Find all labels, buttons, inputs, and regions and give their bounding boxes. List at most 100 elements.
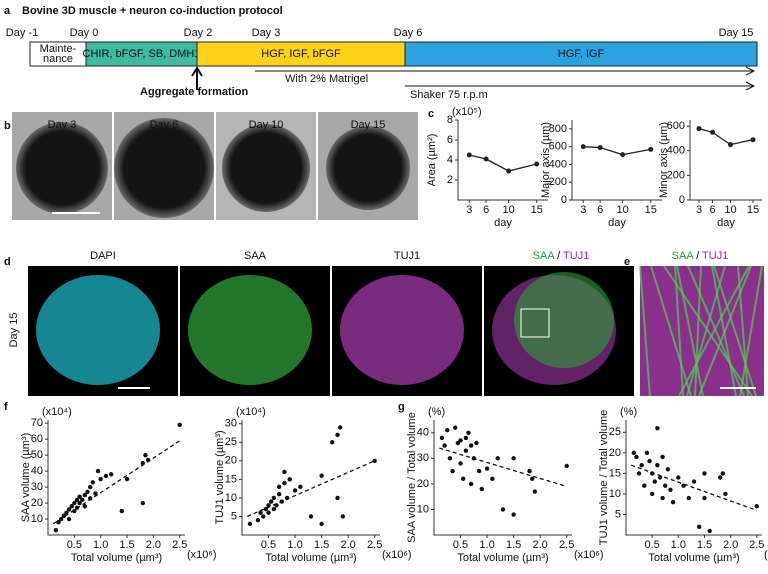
spheroid: [114, 118, 214, 218]
x-tick-label: 2.0: [723, 539, 738, 551]
y-tick-label: 4: [447, 154, 453, 166]
annotation: With 2% Matrigel: [285, 73, 368, 85]
fiber: [739, 265, 763, 397]
point: [663, 483, 668, 488]
point: [87, 484, 93, 490]
point: [109, 472, 114, 477]
fiber: [713, 265, 757, 397]
x-tick-label: 2.0: [533, 539, 548, 551]
fiber: [674, 265, 684, 397]
point: [463, 435, 469, 441]
channel-label: TUJ1: [563, 250, 589, 262]
channel-label: TUJ1: [702, 250, 728, 262]
x-axis-label: Total volume (µm³): [71, 552, 162, 564]
channel-label: /: [554, 250, 563, 262]
point: [276, 491, 282, 497]
y-tick-label: 20: [225, 455, 237, 467]
arrow: [191, 66, 203, 90]
x-tick-label: 2.5: [749, 539, 764, 551]
x-tick-label: 10: [617, 204, 629, 216]
tissue: [36, 275, 160, 385]
y-tick-label: 400: [549, 158, 567, 170]
point: [639, 462, 644, 468]
point: [340, 514, 346, 519]
point: [143, 452, 148, 458]
x-axis-label: day: [494, 217, 512, 229]
axis-note: (x10⁶): [764, 549, 768, 561]
y-tick-label: 20: [609, 447, 621, 459]
image-label: Day 3: [48, 119, 77, 131]
point: [287, 477, 292, 482]
axis: [433, 420, 572, 536]
axis: [47, 420, 185, 536]
image-label: Day 15: [351, 119, 386, 131]
x-tick-label: 1.0: [671, 539, 686, 551]
fiber: [694, 265, 702, 397]
y-tick-label: 400: [667, 145, 685, 157]
fiber: [737, 265, 749, 397]
point: [124, 476, 130, 482]
point: [647, 458, 652, 464]
image-label: Day 6: [150, 119, 179, 131]
image-label: Day 10: [249, 119, 284, 131]
y-tick-label: 60: [31, 433, 43, 445]
point: [466, 152, 472, 158]
point: [580, 144, 586, 150]
fiber: [687, 265, 745, 397]
stage-label: HGF, IGF, bFGF: [261, 48, 341, 60]
point: [258, 510, 263, 515]
point: [642, 483, 647, 488]
point: [720, 471, 725, 476]
line: [698, 127, 754, 146]
channel-label: SAA / TUJ1: [533, 250, 590, 262]
row-label: Day 15: [8, 313, 20, 348]
fiber: [676, 265, 704, 397]
x-axis-label: day: [608, 217, 626, 229]
protocol-title: Bovine 3D muscle + neuron co-induction p…: [22, 5, 283, 17]
point: [335, 495, 340, 501]
y-tick-label: 30: [225, 418, 237, 430]
axis-note: (x10⁴): [42, 406, 72, 418]
day-label: Day 2: [184, 27, 213, 39]
spheroid: [326, 126, 410, 210]
point: [282, 469, 287, 475]
point: [529, 476, 535, 481]
y-tick-label: 8: [447, 114, 453, 126]
x-tick-label: 2.5: [172, 539, 187, 551]
fiber: [678, 265, 750, 397]
point: [474, 440, 479, 446]
x-tick-label: 1.5: [506, 539, 521, 551]
tissue: [514, 272, 614, 368]
point: [372, 458, 377, 464]
point: [90, 480, 95, 485]
y-axis-label: Minor axis (µm): [658, 122, 670, 198]
fiber: [650, 265, 692, 397]
point: [74, 497, 80, 503]
panel-label: g: [398, 401, 405, 413]
x-tick-label: 0.5: [453, 539, 468, 551]
spheroid: [222, 124, 310, 212]
panel-label: e: [624, 256, 630, 268]
stage-label: Mainte-: [40, 43, 77, 55]
y-tick-label: 15: [225, 473, 237, 485]
point: [69, 504, 74, 509]
y-tick-label: 15: [609, 467, 621, 479]
point: [282, 480, 287, 486]
point: [61, 513, 67, 519]
point: [103, 473, 109, 479]
line: [583, 146, 651, 156]
y-axis-label: Area (µm²): [426, 134, 438, 187]
point: [271, 495, 277, 501]
point: [670, 499, 676, 505]
y-tick-label: 200: [549, 176, 567, 188]
x-tick-label: 1.5: [314, 539, 329, 551]
inset-box: [520, 308, 550, 338]
point: [691, 479, 697, 484]
point: [276, 484, 282, 489]
point: [620, 152, 626, 158]
point: [649, 491, 655, 497]
point: [298, 484, 303, 489]
x-tick-label: 15: [747, 204, 759, 216]
point: [330, 440, 335, 445]
